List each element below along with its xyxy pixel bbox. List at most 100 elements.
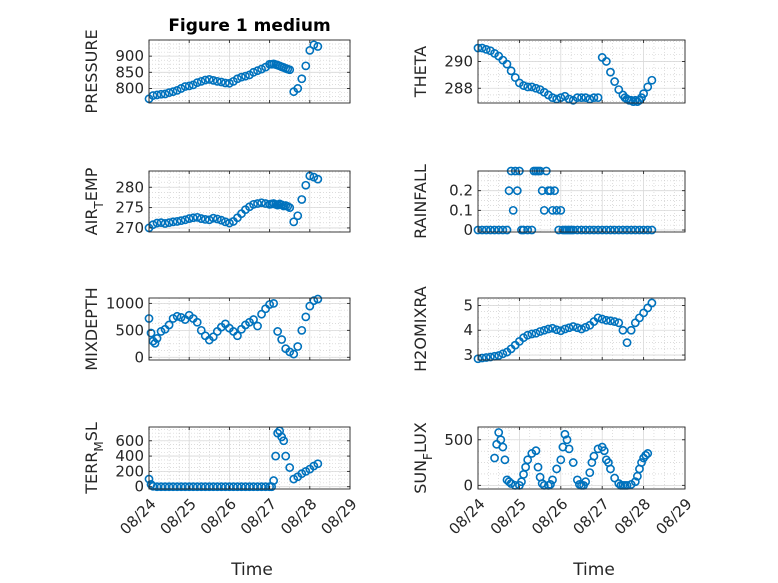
subplot-3: 270 275 280 AIRTEMP (82, 167, 351, 237)
data-point (597, 314, 607, 324)
y-tick-label: 288 (444, 79, 473, 97)
data-point (160, 482, 170, 492)
data-point (552, 205, 562, 215)
data-point (180, 215, 190, 225)
data-point (313, 459, 323, 469)
data-point (527, 329, 537, 339)
subplot-6: 3 4 5 H2OMIXRA (411, 286, 686, 372)
data-point (257, 198, 266, 208)
y-tick-label: 1000 (106, 294, 144, 312)
data-point (606, 67, 615, 77)
y-tick-label: 280 (115, 178, 144, 196)
y-tick-label: 800 (115, 79, 144, 97)
data-point (313, 42, 323, 51)
data-point (630, 477, 640, 487)
data-point (273, 327, 283, 336)
data-point (564, 444, 574, 454)
data-point (506, 479, 516, 488)
data-point (643, 82, 653, 92)
axes-box (148, 426, 351, 490)
data-point (216, 482, 226, 492)
data-point (548, 205, 557, 215)
data-point (269, 476, 279, 485)
data-point (556, 205, 566, 215)
y-tick-label: 850 (115, 63, 144, 81)
y-axis-label: H2OMIXRA (411, 286, 430, 372)
data-point (184, 81, 194, 91)
data-point (245, 482, 254, 492)
data-point (192, 78, 202, 88)
data-point (606, 225, 615, 235)
data-point (176, 216, 186, 226)
data-point (156, 482, 166, 492)
y-axis-label-subscript: M (92, 441, 106, 451)
data-point (192, 212, 202, 222)
data-point (527, 225, 537, 235)
data-point (614, 318, 624, 328)
data-point (249, 199, 258, 209)
data-point (257, 309, 266, 319)
data-point (237, 482, 246, 492)
y-axis-label: AIRTEMP (82, 167, 106, 235)
data-point (630, 225, 640, 235)
data-point (523, 330, 533, 340)
data-point (500, 455, 510, 465)
data-point (212, 482, 222, 492)
data-point (581, 477, 591, 487)
data-point (152, 334, 162, 343)
data-point (643, 225, 653, 235)
data-point (490, 453, 499, 463)
data-point (196, 76, 206, 86)
data-point (585, 225, 595, 235)
data-point (204, 482, 214, 492)
data-point (531, 83, 541, 93)
data-point (572, 93, 582, 103)
data-point (562, 435, 572, 445)
data-point (486, 225, 495, 235)
data-point (253, 321, 262, 331)
data-point (269, 298, 279, 308)
data-point (301, 61, 311, 71)
data-point (502, 225, 512, 235)
data-point (168, 482, 178, 492)
data-point (271, 451, 281, 461)
data-point (224, 218, 234, 228)
data-point (610, 473, 620, 483)
data-point (527, 82, 537, 92)
data-point (168, 217, 178, 227)
data-point (301, 312, 311, 322)
data-point (637, 458, 646, 467)
data-point (639, 225, 648, 235)
x-axis-label-left: Time (230, 560, 273, 580)
data-point (257, 482, 266, 492)
data-point (577, 225, 586, 235)
data-point (481, 353, 491, 362)
y-tick-label: 270 (115, 219, 144, 237)
data-point (152, 218, 162, 228)
data-point (546, 480, 555, 489)
data-point (313, 174, 323, 184)
y-tick-label: 400 (115, 447, 144, 465)
data-point (208, 75, 218, 85)
data-point (208, 213, 218, 223)
y-axis-label-part: AIR (82, 209, 101, 236)
data-point (241, 482, 250, 492)
data-point (192, 317, 202, 327)
y-tick-label: 4 (463, 321, 473, 339)
y-axis-label: TERRMSL (82, 422, 106, 495)
data-point (531, 446, 541, 456)
data-point (618, 225, 628, 235)
data-point (523, 82, 533, 92)
data-point (313, 294, 323, 304)
data-point (610, 225, 620, 235)
data-point (281, 451, 291, 461)
data-point (535, 327, 545, 336)
data-point (593, 225, 603, 235)
data-point (581, 93, 591, 103)
data-point (188, 213, 198, 223)
data-point (176, 482, 186, 492)
data-point (477, 353, 487, 363)
data-point (639, 89, 648, 99)
y-axis-label: THETA (411, 46, 430, 98)
